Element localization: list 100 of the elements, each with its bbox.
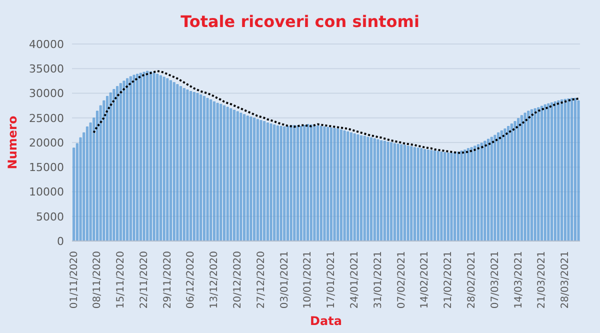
x-tick-label: 27/12/2020 [256, 251, 267, 309]
bar [554, 101, 556, 241]
bar [484, 140, 486, 241]
bar [206, 98, 209, 241]
x-tick-label: 17/01/2021 [326, 251, 338, 309]
y-tick-label: 25000 [29, 112, 64, 125]
bar [386, 142, 390, 241]
bar [350, 132, 352, 241]
bar [310, 124, 312, 241]
bar [86, 126, 88, 241]
x-tick-label: 03/01/2021 [279, 251, 290, 309]
bar [380, 140, 383, 241]
bar [570, 98, 574, 241]
bar [246, 116, 249, 241]
bar [434, 150, 436, 241]
bar [487, 138, 490, 241]
bar [406, 146, 410, 241]
bar [256, 119, 259, 241]
bar [517, 118, 520, 241]
bar [534, 108, 536, 241]
bar [360, 135, 362, 241]
bar [514, 121, 516, 241]
bar [424, 149, 426, 241]
bar [180, 86, 182, 241]
bar [253, 118, 256, 241]
bar [376, 139, 380, 241]
bar [450, 152, 453, 241]
bar [366, 136, 370, 241]
bar [190, 91, 192, 241]
bar [373, 138, 376, 241]
bar [547, 103, 550, 241]
x-tick-label: 21/02/2021 [443, 251, 454, 309]
x-axis-title: Data [310, 314, 342, 328]
x-tick-label: 01/11/2020 [68, 251, 80, 309]
bar [156, 74, 159, 241]
bar [223, 105, 226, 241]
bar [160, 75, 162, 241]
y-tick-label: 0 [57, 234, 64, 248]
bar [150, 71, 152, 241]
bar [480, 142, 483, 241]
bar [286, 126, 289, 241]
bar [202, 96, 206, 241]
bar [240, 112, 242, 241]
y-tick-label: 10000 [29, 186, 64, 199]
bar [326, 127, 330, 241]
bar [577, 100, 580, 241]
x-tick-label: 14/03/2021 [513, 251, 524, 309]
bar [236, 111, 239, 241]
bar [220, 104, 222, 241]
bar [396, 144, 400, 241]
x-tick-label: 29/11/2020 [162, 251, 174, 309]
y-tick-label: 20000 [29, 136, 64, 150]
bar [196, 93, 199, 241]
y-axis-title: Numero [5, 116, 20, 170]
bar [537, 107, 540, 241]
bar [296, 126, 299, 241]
bar [300, 126, 302, 241]
x-tick-label: 31/01/2021 [372, 251, 384, 309]
bar [109, 92, 112, 241]
bar [527, 110, 530, 241]
bar [436, 151, 440, 241]
bar [213, 101, 216, 241]
bar [446, 152, 450, 241]
bar [550, 102, 553, 241]
bar [126, 78, 129, 241]
bar [393, 143, 396, 241]
bar [400, 144, 403, 241]
bar [112, 89, 116, 241]
x-tick-label: 21/03/2021 [536, 251, 548, 309]
bar [273, 124, 276, 241]
bar [303, 125, 306, 241]
x-tick-label: 22/11/2020 [138, 251, 150, 309]
bar [290, 125, 292, 241]
bar [520, 115, 523, 241]
x-tick-label: 10/01/2021 [302, 251, 314, 309]
bar [404, 144, 406, 241]
bar [142, 72, 146, 241]
bar [192, 92, 196, 241]
y-tick-label: 5000 [36, 210, 64, 224]
bar [490, 136, 493, 241]
bar [293, 125, 296, 241]
bar [230, 108, 232, 241]
x-tick-label: 06/12/2020 [186, 251, 197, 309]
bar [316, 126, 320, 241]
bar [186, 90, 189, 241]
bar [343, 130, 346, 241]
bar [176, 84, 179, 241]
bar [182, 88, 186, 241]
bar [106, 96, 108, 241]
bar [470, 147, 473, 241]
bar [454, 152, 456, 241]
bar [210, 99, 212, 241]
bar [356, 134, 360, 241]
y-tick-label: 35000 [29, 62, 64, 76]
bar [456, 152, 460, 241]
x-tick-label: 07/03/2021 [490, 251, 501, 309]
bar [557, 100, 560, 241]
bar [276, 126, 279, 241]
bar [383, 140, 386, 241]
bar [250, 116, 252, 241]
